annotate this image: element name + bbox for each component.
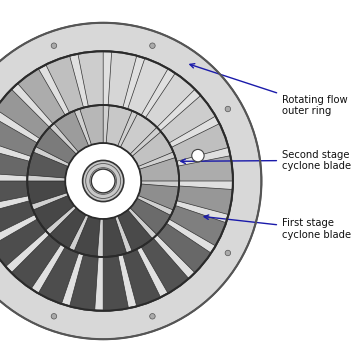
Wedge shape [35,127,76,164]
Wedge shape [28,152,68,178]
Wedge shape [157,223,211,273]
Wedge shape [38,247,79,304]
Wedge shape [118,210,152,251]
Text: First stage
cyclone blade: First stage cyclone blade [204,215,351,240]
Wedge shape [138,184,179,210]
Text: Rotating flow
outer ring: Rotating flow outer ring [190,64,348,116]
Wedge shape [50,208,86,249]
Wedge shape [123,249,161,306]
Wedge shape [108,51,137,108]
Wedge shape [103,256,129,311]
Wedge shape [0,116,37,157]
Wedge shape [80,105,103,145]
Circle shape [51,313,57,319]
Circle shape [225,106,231,112]
Wedge shape [54,111,89,152]
Wedge shape [46,56,84,113]
Wedge shape [70,254,98,311]
Wedge shape [171,123,228,161]
Wedge shape [146,73,195,127]
Wedge shape [0,201,35,239]
Wedge shape [78,51,103,106]
Wedge shape [74,216,100,257]
Circle shape [51,43,57,49]
Wedge shape [18,69,65,124]
Wedge shape [0,89,50,139]
Wedge shape [141,238,189,293]
Wedge shape [127,58,168,115]
Wedge shape [12,235,61,289]
Wedge shape [0,219,46,266]
Wedge shape [0,181,29,206]
Wedge shape [139,157,179,181]
Circle shape [150,43,155,49]
Wedge shape [103,217,127,257]
Wedge shape [130,198,171,235]
Circle shape [225,250,231,256]
Text: Second stage
cyclone blade: Second stage cyclone blade [181,150,351,171]
Wedge shape [132,132,173,167]
Wedge shape [121,113,157,154]
Wedge shape [33,195,74,230]
Wedge shape [160,96,215,143]
Wedge shape [27,181,67,205]
Wedge shape [106,105,132,146]
Wedge shape [169,205,226,246]
Circle shape [91,169,115,193]
Wedge shape [177,186,233,215]
Wedge shape [0,147,30,176]
Circle shape [83,160,124,202]
Circle shape [150,313,155,319]
Wedge shape [178,156,233,181]
Circle shape [192,150,204,162]
